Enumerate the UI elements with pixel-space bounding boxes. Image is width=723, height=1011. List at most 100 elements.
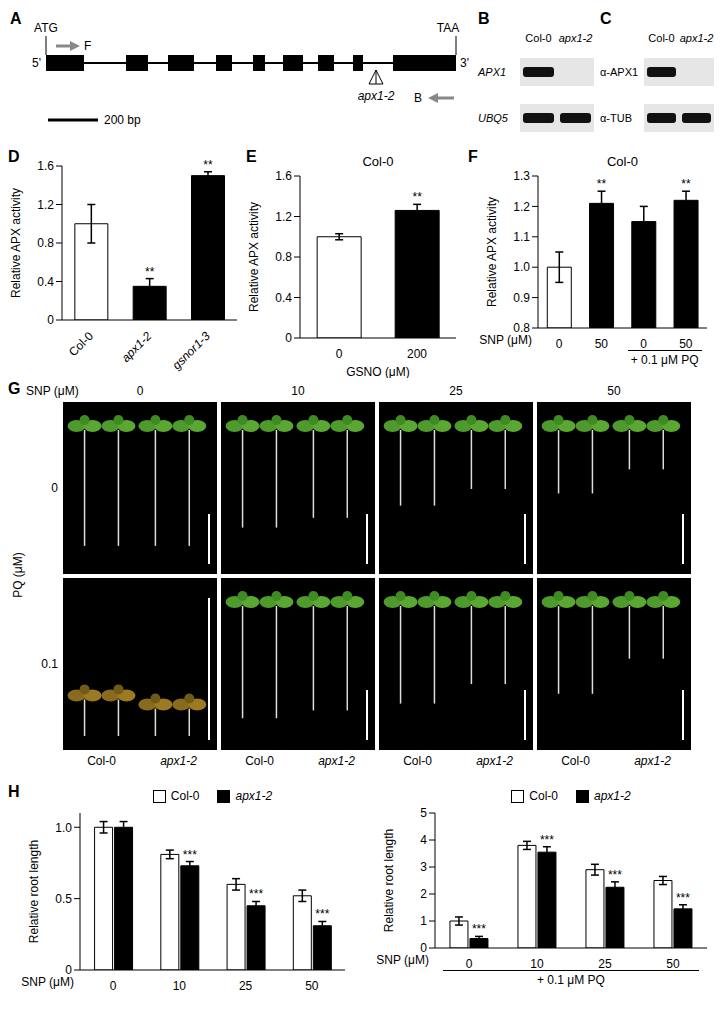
svg-text:TAA: TAA (437, 21, 459, 35)
html-text:0.1: 0.1 (41, 657, 58, 671)
html-text:apx1-2: apx1-2 (594, 789, 631, 803)
svg-text:α-TUB: α-TUB (600, 112, 632, 124)
svg-text:Relative APX activity: Relative APX activity (9, 188, 23, 298)
svg-text:1.3: 1.3 (513, 169, 530, 183)
svg-text:0.8: 0.8 (275, 250, 292, 264)
svg-text:0: 0 (556, 337, 563, 351)
html-text:apx1-2: apx1-2 (476, 754, 513, 768)
html-text:apx1-2: apx1-2 (160, 754, 197, 768)
svg-text:***: *** (472, 922, 486, 936)
svg-text:***: *** (249, 887, 263, 901)
html-text:apx1-2: apx1-2 (634, 754, 671, 768)
svg-text:Relative APX activity: Relative APX activity (485, 197, 499, 307)
html-text:Col-0: Col-0 (607, 154, 638, 169)
svg-text:Col-0: Col-0 (525, 32, 551, 44)
html-text:PQ (μM): PQ (μM) (11, 552, 25, 598)
svg-text:***: *** (540, 833, 554, 847)
svg-text:1.0: 1.0 (513, 260, 530, 274)
svg-text:50: 50 (679, 337, 693, 351)
svg-text:50: 50 (595, 337, 609, 351)
html-text:Col-0: Col-0 (362, 154, 394, 169)
svg-text:0: 0 (47, 313, 54, 327)
svg-text:25: 25 (239, 979, 253, 993)
svg-text:0: 0 (466, 957, 473, 971)
html-text:Col-0: Col-0 (87, 754, 116, 768)
html-text:Col-0: Col-0 (170, 789, 200, 803)
svg-text:apx1-2: apx1-2 (559, 32, 593, 44)
svg-text:apx1-2: apx1-2 (680, 32, 714, 44)
svg-text:2: 2 (420, 887, 427, 901)
html-text:apx1-2: apx1-2 (235, 789, 273, 803)
svg-text:Col-0: Col-0 (66, 329, 96, 359)
svg-text:GSNO (μM): GSNO (μM) (346, 365, 410, 378)
svg-text:200: 200 (407, 347, 427, 361)
svg-text:C: C (600, 10, 612, 27)
svg-text:1.6: 1.6 (37, 159, 54, 173)
svg-text:3: 3 (420, 860, 427, 874)
svg-text:F: F (84, 39, 91, 53)
html-text:SNP (μM): SNP (μM) (479, 333, 532, 347)
html-text:Col-0: Col-0 (561, 754, 590, 768)
svg-text:5: 5 (420, 806, 427, 820)
svg-text:0: 0 (640, 337, 647, 351)
svg-text:apx1-2: apx1-2 (358, 89, 395, 103)
html-text:+ 0.1 μM PQ: + 0.1 μM PQ (630, 353, 699, 367)
html-text:Col-0: Col-0 (529, 789, 558, 803)
svg-text:B: B (478, 10, 490, 27)
html-text:25: 25 (449, 384, 463, 398)
svg-text:0: 0 (336, 347, 343, 361)
svg-text:1.2: 1.2 (37, 198, 54, 212)
html-text:apx1-2: apx1-2 (318, 754, 355, 768)
svg-text:5': 5' (32, 56, 41, 70)
svg-text:Relative APX activity: Relative APX activity (247, 202, 261, 312)
svg-text:0.4: 0.4 (275, 291, 292, 305)
svg-text:0.4: 0.4 (37, 275, 54, 289)
svg-text:1.0: 1.0 (55, 821, 72, 835)
svg-text:25: 25 (598, 957, 612, 971)
html-text:Col-0: Col-0 (403, 754, 432, 768)
svg-text:50: 50 (305, 979, 319, 993)
svg-text:apx1-2: apx1-2 (119, 329, 155, 365)
html-text:SNP (μM): SNP (μM) (21, 975, 74, 989)
svg-text:**: ** (203, 158, 213, 172)
svg-text:***: *** (315, 907, 329, 921)
svg-text:***: *** (676, 891, 690, 905)
svg-text:**: ** (145, 265, 155, 279)
svg-text:0: 0 (110, 979, 117, 993)
svg-text:Relative root length: Relative root length (27, 840, 41, 943)
svg-text:ATG: ATG (34, 21, 58, 35)
svg-text:1: 1 (420, 914, 427, 928)
svg-text:1.6: 1.6 (275, 169, 292, 183)
svg-text:***: *** (183, 848, 197, 862)
svg-text:50: 50 (666, 957, 680, 971)
html-text:10: 10 (291, 384, 305, 398)
svg-text:1.2: 1.2 (513, 200, 530, 214)
svg-text:**: ** (597, 177, 607, 191)
svg-text:A: A (10, 10, 22, 27)
svg-text:gsnor1-3: gsnor1-3 (169, 329, 213, 373)
svg-text:0.8: 0.8 (37, 236, 54, 250)
svg-text:APX1: APX1 (477, 66, 506, 78)
svg-text:Relative root length: Relative root length (382, 829, 396, 932)
html-text:G SNP (μM): G SNP (μM) (8, 380, 79, 398)
svg-text:10: 10 (173, 979, 187, 993)
html-text:Col-0: Col-0 (245, 754, 274, 768)
svg-text:***: *** (608, 868, 622, 882)
svg-text:0.9: 0.9 (513, 291, 530, 305)
svg-text:200 bp: 200 bp (104, 113, 141, 127)
svg-text:B: B (414, 91, 422, 105)
svg-text:UBQ5: UBQ5 (478, 112, 509, 124)
svg-text:**: ** (412, 190, 422, 204)
svg-text:0: 0 (285, 331, 292, 345)
svg-text:α-APX1: α-APX1 (600, 66, 638, 78)
svg-text:3': 3' (460, 56, 469, 70)
svg-text:Col-0: Col-0 (648, 32, 674, 44)
html-text:50: 50 (607, 384, 621, 398)
svg-text:1.1: 1.1 (513, 230, 530, 244)
svg-text:1.2: 1.2 (275, 210, 292, 224)
svg-text:10: 10 (530, 957, 544, 971)
svg-text:0.5: 0.5 (55, 892, 72, 906)
svg-text:**: ** (681, 177, 691, 191)
svg-text:0.8: 0.8 (513, 321, 530, 336)
svg-text:4: 4 (420, 833, 427, 847)
